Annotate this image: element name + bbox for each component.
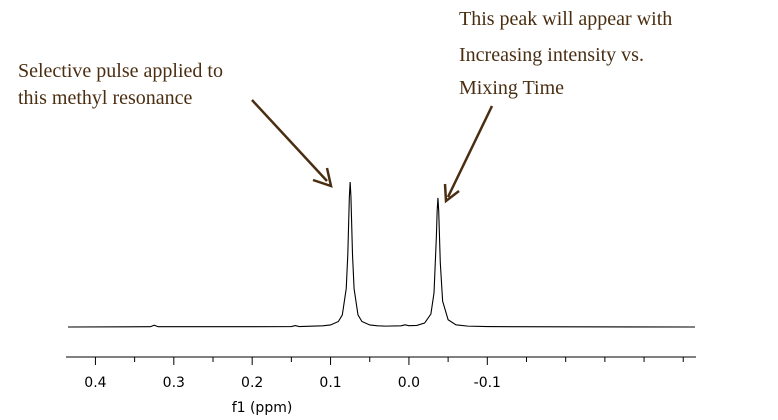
x-tick-label: 0.3 bbox=[163, 375, 185, 391]
x-tick-label: -0.1 bbox=[474, 375, 501, 391]
annotation-line: Selective pulse applied to bbox=[18, 60, 223, 82]
spectrum-line bbox=[67, 181, 696, 328]
x-tick-label: 0.1 bbox=[319, 375, 341, 391]
x-tick-label: 0.4 bbox=[84, 375, 106, 391]
annotation-line: This peak will appear with bbox=[459, 8, 672, 30]
x-tick-label: 0.2 bbox=[241, 375, 263, 391]
annotation-line: Increasing intensity vs. bbox=[459, 44, 644, 66]
annotation-line: Mixing Time bbox=[459, 77, 564, 99]
annotation-line: this methyl resonance bbox=[18, 87, 193, 109]
x-axis-label: f1 (ppm) bbox=[232, 400, 293, 416]
x-tick-label: 0.0 bbox=[398, 375, 420, 391]
arrow bbox=[251, 99, 333, 188]
arrow bbox=[443, 105, 494, 204]
